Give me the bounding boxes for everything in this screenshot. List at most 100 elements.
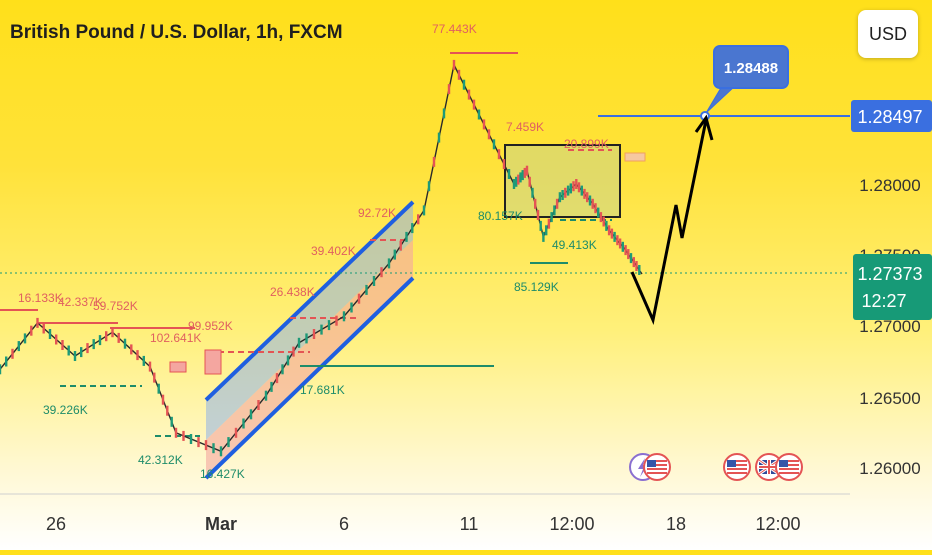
volume-label: 20.899K [564,137,609,151]
candle [502,159,506,170]
candle [297,337,301,348]
candle [517,174,520,185]
candle [442,108,446,119]
candle [472,99,476,110]
time-tick: 6 [339,514,349,534]
us-flag-icon[interactable] [643,453,671,481]
price-tick: 1.26500 [859,389,920,408]
candle [161,394,165,405]
candle [553,205,556,216]
candle [55,334,58,345]
candle [264,390,268,401]
candle [130,344,133,355]
volume-label: 102.641K [150,331,201,345]
candle [638,265,641,275]
candle [624,245,627,256]
candle [342,311,346,322]
candle [417,214,420,225]
candle [11,348,14,359]
candle [629,253,633,264]
target-callout-text: 1.28488 [724,60,778,77]
candle [327,320,331,331]
consolidation-box[interactable] [504,144,621,218]
candle [335,315,338,326]
time-tick: 12:00 [755,514,800,534]
volume-label: 16.427K [200,467,245,481]
candle [547,218,551,229]
currency-button[interactable]: USD [858,10,918,58]
volume-label: 7.459K [506,120,544,134]
us-flag-icon[interactable] [723,453,751,481]
volume-label: 49.413K [552,238,597,252]
volume-label: 80.157K [478,209,523,223]
event-flags[interactable] [629,453,803,481]
candle [432,156,436,167]
candle [452,59,456,70]
target-price-label: 1.28497 [857,107,922,127]
candle [0,364,2,375]
candle [393,249,396,260]
candle [610,228,614,239]
volume-label: 85.129K [514,280,559,294]
us-flag-icon[interactable] [775,453,803,481]
volume-label: 39.402K [311,244,356,258]
candle [227,437,230,448]
candle [105,331,108,342]
candle [123,338,127,349]
uk-flag-icon[interactable] [755,453,783,481]
channel-upper-fill [206,202,413,440]
channel-lower-line[interactable] [204,276,415,480]
candle [577,182,581,193]
channel-lower-fill [206,240,413,478]
candle [519,172,522,183]
candle [457,69,461,80]
candle [17,341,20,352]
candle [286,355,290,366]
candle [174,427,178,438]
candle [142,355,145,366]
candle [555,198,559,209]
candle [67,345,70,356]
candle [621,241,624,252]
time-tick: 18 [666,514,686,534]
time-scale[interactable]: 26 Mar 6 11 12:00 18 12:00 [46,514,801,534]
candle [257,400,260,410]
volume-label: 99.952K [188,319,233,333]
candle [613,231,616,242]
candle [591,198,594,209]
candle [492,139,496,150]
candle [447,84,451,95]
candle [36,317,39,328]
level-lines [0,52,850,437]
candle [575,179,578,189]
candle [467,89,471,100]
time-tick: 12:00 [549,514,594,534]
candle [558,192,562,203]
candle [305,333,308,344]
candle [497,149,501,160]
price-scale[interactable]: 1.28000 1.27500 1.27000 1.26500 1.26000 [859,176,920,478]
price-tick: 1.27000 [859,317,920,336]
candle [588,195,592,206]
candle [437,132,441,143]
candle [61,340,64,350]
candles [0,59,641,457]
target-price-label-bg [851,100,932,132]
candle [632,257,635,268]
candle [616,235,619,246]
candle [512,179,516,189]
volume-label: 59.752K [93,299,138,313]
candle [602,216,605,227]
current-price-label: 1.27373 [857,264,922,284]
price-tick: 1.26000 [859,459,920,478]
supply-zone [204,349,222,375]
candle [157,383,160,394]
candle [521,170,524,181]
channel-upper-line[interactable] [204,200,415,402]
target-callout[interactable] [713,45,789,89]
candle [197,437,200,448]
projection-path [630,119,708,325]
candle [182,430,185,441]
